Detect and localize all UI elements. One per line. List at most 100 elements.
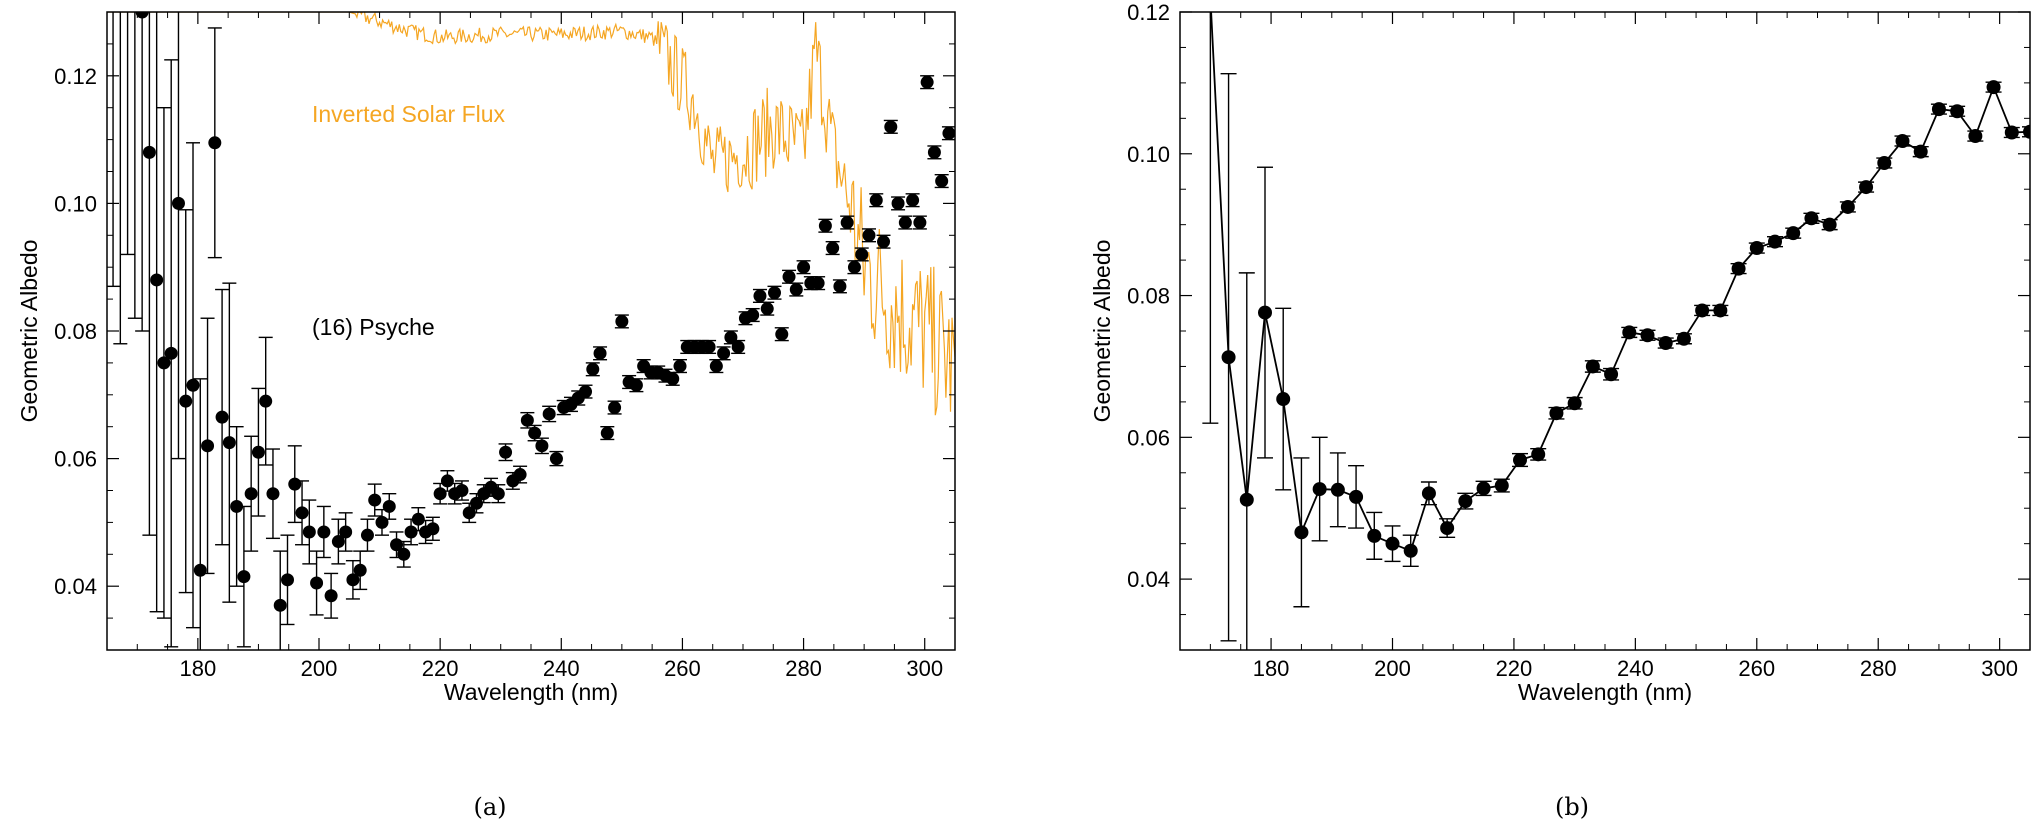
- chart-a-data-point: [746, 308, 760, 322]
- chart-b-data-point: [1786, 226, 1801, 241]
- chart-a-data-point: [855, 247, 869, 261]
- chart-a-x-axis-label: Wavelength (nm): [444, 679, 618, 705]
- chart-a-data-point: [433, 487, 447, 501]
- chart-b-data-point: [1713, 303, 1728, 318]
- chart-a-x-tick-label: 300: [906, 656, 943, 681]
- chart-b-data-point: [1604, 367, 1619, 382]
- chart-a-data-point: [884, 120, 898, 134]
- chart-a-data-point: [927, 145, 941, 159]
- chart-b-series-line: [1210, 12, 2030, 552]
- chart-a-data-point: [302, 525, 316, 539]
- chart-a-data-point: [818, 219, 832, 233]
- chart-a-data-point: [535, 439, 549, 453]
- chart-a-data-point: [877, 235, 891, 249]
- chart-a-data-point: [222, 436, 236, 450]
- chart-b-data-point: [1877, 155, 1892, 170]
- chart-a-data-point: [840, 216, 854, 230]
- chart-b-data-point: [1968, 129, 1983, 144]
- chart-b-data-point: [1440, 521, 1455, 536]
- chart-a-data-point: [600, 426, 614, 440]
- chart-a-data-point: [797, 260, 811, 274]
- chart-b-x-tick-label: 240: [1617, 656, 1654, 681]
- chart-a-data-point: [549, 452, 563, 466]
- chart-a-data-point: [295, 506, 309, 520]
- chart-a-data-point: [324, 589, 338, 603]
- chart-a-y-tick-label: 0.06: [54, 447, 97, 472]
- chart-b-data-point: [1494, 478, 1509, 493]
- chart-a-data-point: [513, 468, 527, 482]
- chart-b-data-point: [1585, 359, 1600, 374]
- chart-a-data-point: [251, 445, 265, 459]
- chart-b-x-tick-label: 200: [1374, 656, 1411, 681]
- chart-b-y-tick-label: 0.12: [1127, 0, 1170, 25]
- chart-a-data-point: [411, 512, 425, 526]
- chart-b-data-point: [1840, 199, 1855, 214]
- chart-b-data-point: [1421, 486, 1436, 501]
- chart-a-data-point: [201, 439, 215, 453]
- chart-a-x-tick-label: 220: [422, 656, 459, 681]
- chart-panel-a: 180 200 220 240 260 280 300 0.04 0.06 0.08 0.10 0.1…: [16, 11, 956, 705]
- chart-a-data-point: [215, 410, 229, 424]
- chart-b-data-point: [1531, 447, 1546, 462]
- chart-a-data-point: [724, 330, 738, 344]
- chart-a-data-point: [767, 286, 781, 300]
- chart-b-data-point: [1822, 217, 1837, 232]
- chart-b-data-point: [1549, 406, 1564, 421]
- chart-a-x-tick-label: 180: [179, 656, 216, 681]
- chart-a-data-point: [717, 346, 731, 360]
- chart-a-data-point: [208, 136, 222, 150]
- chart-b-x-tick-label: 220: [1496, 656, 1533, 681]
- chart-a-x-tick-label: 200: [301, 656, 338, 681]
- chart-b-x-tick-label: 180: [1253, 656, 1290, 681]
- chart-a-x-tick-label: 280: [785, 656, 822, 681]
- chart-a-data-point: [935, 174, 949, 188]
- chart-a-y-tick-label: 0.10: [54, 191, 97, 216]
- chart-b-y-tick-label: 0.04: [1127, 567, 1170, 592]
- chart-b-data-point: [1895, 134, 1910, 149]
- chart-a-data-point: [826, 241, 840, 255]
- chart-b-data-point: [1695, 303, 1710, 318]
- chart-b-y-tick-label: 0.06: [1127, 425, 1170, 450]
- chart-a-errorbar: [127, 12, 142, 319]
- chart-a-errorbar: [135, 12, 150, 332]
- chart-a-data-point: [135, 12, 149, 19]
- chart-a-y-tick-label: 0.04: [54, 574, 97, 599]
- chart-a-data-point: [360, 528, 374, 542]
- chart-b-y-axis-label: Geometric Albedo: [1089, 240, 1115, 423]
- chart-b-data-point: [1804, 211, 1819, 226]
- chart-b-data-point: [1859, 180, 1874, 195]
- chart-a-data-point: [608, 401, 622, 415]
- chart-b-axes: 180 200 220 240 260 280 300 0.04 0.06 0.08 0.10 0.1…: [1127, 0, 2031, 681]
- chart-b-data-point: [1203, 0, 1217, 5]
- chart-a-data-point: [869, 193, 883, 207]
- chart-a-data-point: [760, 302, 774, 316]
- chart-a-data-point: [426, 522, 440, 536]
- chart-a-data-point: [237, 570, 251, 584]
- chart-b-x-tick-label: 300: [1981, 656, 2018, 681]
- chart-a-data-point: [520, 413, 534, 427]
- chart-b-data-point: [1622, 325, 1637, 340]
- chart-a-data-point: [179, 394, 193, 408]
- chart-a-data-point: [942, 126, 955, 140]
- chart-b-data-point: [1367, 528, 1382, 543]
- chart-a-data-point: [142, 145, 156, 159]
- chart-a-data-point: [244, 487, 258, 501]
- chart-a-data-point: [629, 378, 643, 392]
- chart-b-data-point: [1330, 482, 1345, 497]
- chart-b-data-point: [1221, 350, 1236, 365]
- chart-a-data-point: [542, 407, 556, 421]
- panel-b-caption: (b): [1555, 793, 1589, 821]
- chart-a-data-point: [847, 260, 861, 274]
- chart-a-data-point: [404, 525, 418, 539]
- chart-a-errorbar: [171, 12, 186, 460]
- chart-a-data-point: [331, 535, 345, 549]
- chart-a-data-point: [317, 525, 331, 539]
- chart-b-data-point: [1931, 102, 1946, 117]
- chart-b-data-point: [1567, 396, 1582, 411]
- chart-b-x-tick-label: 260: [1738, 656, 1775, 681]
- chart-b-data-point: [1950, 104, 1965, 119]
- chart-b-data-point: [1513, 453, 1527, 468]
- chart-a-axes: 180 200 220 240 260 280 300 0.04 0.06 0.08 0.10 0.1…: [54, 11, 956, 681]
- chart-a-data-point: [491, 487, 505, 501]
